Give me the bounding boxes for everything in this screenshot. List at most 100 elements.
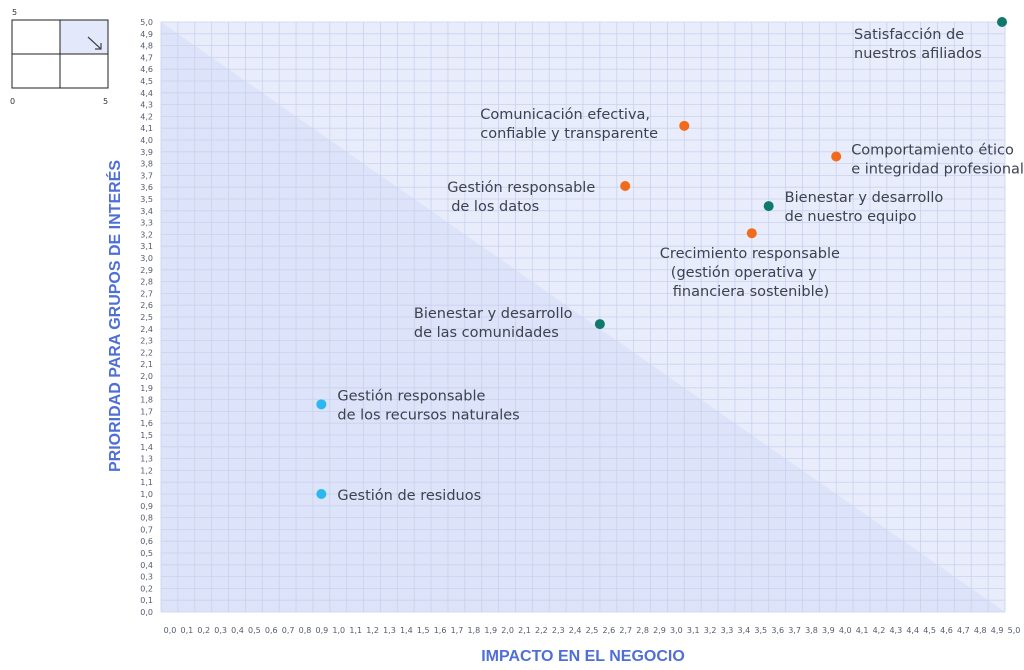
x-tick-label: 2,1 (518, 626, 531, 635)
data-point (594, 319, 605, 330)
y-tick-label: 4,4 (140, 89, 153, 98)
data-point (997, 17, 1007, 27)
x-tick-label: 0,3 (214, 626, 227, 635)
x-tick-label: 4,7 (957, 626, 970, 635)
y-tick-label: 2,9 (140, 266, 153, 275)
y-tick-label: 3,4 (140, 207, 153, 216)
y-tick-label: 4,1 (140, 124, 153, 133)
y-tick-label: 2,7 (140, 289, 153, 298)
x-tick-label: 1,8 (467, 626, 480, 635)
point-label: Comportamiento ético e integridad profesi… (851, 143, 1024, 178)
y-tick-label: 0,3 (140, 573, 153, 582)
x-tick-label: 2,0 (501, 626, 514, 635)
y-tick-label: 0,9 (140, 502, 153, 511)
x-tick-label: 3,4 (738, 626, 751, 635)
x-tick-label: 2,4 (569, 626, 582, 635)
point-label-line: de los recursos naturales (337, 407, 519, 423)
y-tick-label: 4,9 (140, 30, 153, 39)
y-tick-label: 3,3 (140, 219, 153, 228)
y-tick-label: 1,2 (140, 466, 153, 475)
x-tick-label: 1,3 (383, 626, 396, 635)
point-label-line: e integridad profesional (851, 162, 1024, 178)
quadrant-mini-legend: 5 0 5 (10, 8, 109, 106)
x-tick-label: 0,4 (231, 626, 244, 635)
data-point (620, 181, 631, 192)
data-points: Satisfacción de nuestros afiliados Comunic… (316, 17, 1024, 504)
x-tick-label: 3,5 (754, 626, 767, 635)
x-tick-label: 3,6 (771, 626, 784, 635)
point-label-line: nuestros afiliados (854, 46, 982, 62)
data-point (679, 120, 690, 131)
x-tick-label: 3,8 (805, 626, 818, 635)
grid-lines (160, 21, 1006, 613)
point-label-line: financiera sostenible) (673, 284, 829, 300)
y-tick-label: 0,4 (140, 561, 153, 570)
y-tick-label: 4,8 (140, 42, 153, 51)
x-tick-label: 0,9 (316, 626, 329, 635)
x-tick-label: 2,3 (552, 626, 565, 635)
y-tick-label: 2,5 (140, 313, 153, 322)
y-tick-label: 4,6 (140, 65, 153, 74)
x-tick-label: 0,6 (265, 626, 278, 635)
point-label-line: Comportamiento ético (851, 143, 1014, 159)
y-tick-label: 2,0 (140, 372, 153, 381)
point-label-line: Gestión responsable (447, 180, 595, 196)
y-tick-label: 4,2 (140, 112, 153, 121)
y-tick-label: 0,7 (140, 525, 153, 534)
y-tick-label: 4,3 (140, 101, 153, 110)
x-tick-label: 0,5 (248, 626, 261, 635)
point-label: Bienestar y desarrollo de nuestro equipo (785, 190, 944, 225)
point-label-line: Crecimiento responsable (660, 246, 840, 262)
x-tick-label: 0,7 (282, 626, 295, 635)
y-tick-label: 3,0 (140, 254, 153, 263)
y-tick-label: 1,3 (140, 455, 153, 464)
x-tick-label: 2,5 (586, 626, 599, 635)
point-label-line: confiable y transparente (480, 126, 658, 142)
x-tick-label: 4,6 (940, 626, 953, 635)
y-tick-label: 2,8 (140, 278, 153, 287)
x-tick-label: 0,1 (181, 626, 194, 635)
x-tick-label: 4,3 (889, 626, 902, 635)
y-tick-label: 2,1 (140, 360, 153, 369)
point-label: Gestión responsable de los recursos natur… (337, 388, 519, 423)
x-tick-label: 2,9 (653, 626, 666, 635)
point-label: Bienestar y desarrollo de las comunidades (414, 306, 573, 341)
x-tick-label: 1,4 (400, 626, 413, 635)
data-point (831, 151, 842, 162)
point-label-line: de las comunidades (414, 325, 559, 341)
y-tick-label: 0,6 (140, 537, 153, 546)
point-label: Gestión responsable de los datos (447, 180, 595, 215)
y-tick-label: 0,0 (140, 608, 153, 617)
y-tick-label: 3,6 (140, 183, 153, 192)
x-tick-label: 4,9 (991, 626, 1004, 635)
y-tick-labels: 0,0 0,1 0,2 0,3 0,4 0,5 0,6 0,7 0,8 0,9 1,0 1,1 1,2 1… (140, 18, 153, 617)
y-tick-label: 2,3 (140, 337, 153, 346)
point-label-line: Gestión responsable (337, 388, 485, 404)
x-tick-label: 4,2 (873, 626, 886, 635)
point-label-line: Gestión de residuos (337, 488, 481, 504)
x-tick-label: 0,8 (299, 626, 312, 635)
y-tick-label: 2,2 (140, 348, 153, 357)
x-tick-label: 1,2 (366, 626, 379, 635)
y-tick-label: 0,5 (140, 549, 153, 558)
x-tick-label: 4,5 (923, 626, 936, 635)
point-label-line: Comunicación efectiva, (480, 107, 650, 123)
y-tick-label: 3,9 (140, 148, 153, 157)
x-tick-label: 4,1 (856, 626, 869, 635)
point-label-line: de nuestro equipo (785, 209, 917, 225)
x-tick-label: 2,2 (535, 626, 548, 635)
x-tick-label: 1,1 (349, 626, 362, 635)
y-tick-label: 3,5 (140, 195, 153, 204)
x-tick-label: 0,0 (164, 626, 177, 635)
y-tick-label: 2,6 (140, 301, 153, 310)
point-label-line: (gestión operativa y (671, 265, 817, 281)
arrow-down-right-icon (87, 36, 102, 50)
x-axis-title: IMPACTO EN EL NEGOCIO (481, 648, 685, 665)
point-label-line: Satisfacción de (854, 27, 964, 43)
y-tick-label: 4,0 (140, 136, 153, 145)
point-label: Comunicación efectiva, confiable y transp… (480, 107, 658, 142)
y-tick-label: 0,1 (140, 596, 153, 605)
y-tick-label: 1,0 (140, 490, 153, 499)
x-tick-label: 5,0 (1008, 626, 1021, 635)
